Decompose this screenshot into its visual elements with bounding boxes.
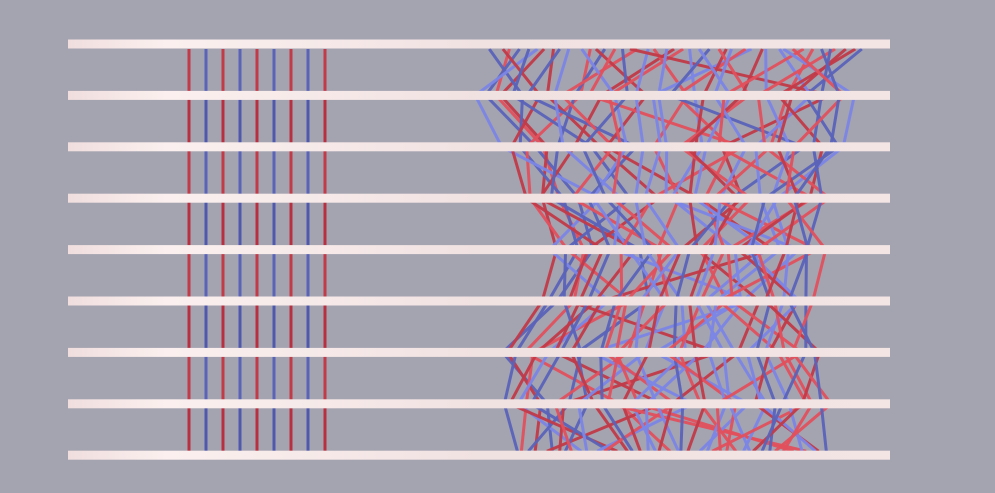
rail-bar — [68, 399, 890, 409]
rail-bar — [68, 90, 890, 100]
rail-bar — [68, 142, 890, 152]
rail-group — [68, 39, 890, 460]
rail-bar — [68, 347, 890, 357]
ordered-strand-group — [187, 49, 327, 452]
rail-bar — [68, 39, 890, 49]
rail-bar — [68, 245, 890, 255]
rail-bar — [68, 450, 890, 460]
rail-bar — [68, 296, 890, 306]
rail-bar — [68, 193, 890, 203]
